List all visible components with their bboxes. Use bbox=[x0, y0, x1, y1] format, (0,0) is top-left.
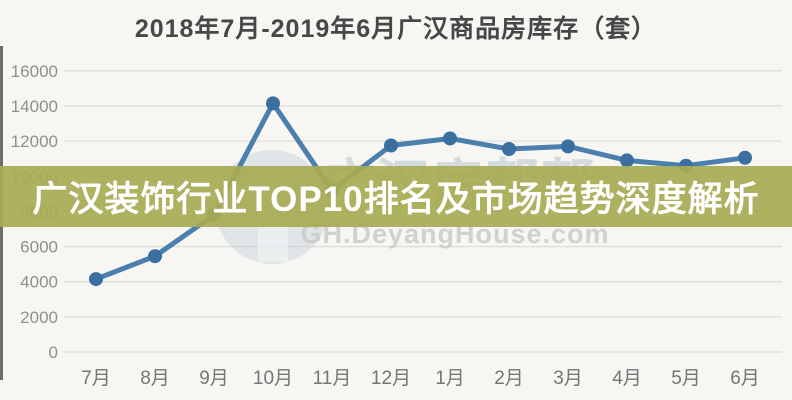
overlay-banner: 广汉装饰行业TOP10排名及市场趋势深度解析 bbox=[0, 166, 792, 227]
x-axis-month-label: 6月 bbox=[730, 368, 760, 389]
y-axis-tick-label: 12000 bbox=[11, 132, 58, 151]
data-point-marker bbox=[561, 139, 575, 154]
data-point-marker bbox=[620, 153, 634, 168]
x-axis-month-label: 5月 bbox=[671, 368, 701, 389]
data-point-marker bbox=[148, 249, 162, 264]
x-axis-month-label: 9月 bbox=[199, 368, 229, 389]
y-axis-tick-label: 0 bbox=[49, 343, 58, 362]
x-axis-month-label: 1月 bbox=[435, 368, 465, 389]
x-axis-month-label: 3月 bbox=[553, 368, 583, 389]
y-axis-tick-label: 2000 bbox=[20, 308, 58, 327]
y-axis-tick-label: 6000 bbox=[20, 238, 58, 257]
data-point-marker bbox=[443, 131, 457, 146]
chart-title: 2018年7月-2019年6月广汉商品房库存（套） bbox=[134, 15, 658, 43]
data-point-marker bbox=[89, 272, 103, 287]
x-axis-month-label: 7月 bbox=[81, 368, 111, 389]
data-point-marker bbox=[266, 96, 280, 111]
x-axis-month-label: 11月 bbox=[313, 368, 352, 389]
y-axis-tick-label: 4000 bbox=[20, 273, 58, 292]
data-point-marker bbox=[502, 142, 516, 157]
data-point-marker bbox=[384, 138, 398, 153]
x-axis-month-label: 2月 bbox=[494, 368, 524, 389]
y-axis-tick-label: 16000 bbox=[11, 62, 58, 81]
x-axis-month-label: 10月 bbox=[253, 368, 293, 389]
overlay-banner-text: 广汉装饰行业TOP10排名及市场趋势深度解析 bbox=[32, 180, 760, 219]
data-point-marker bbox=[738, 150, 752, 165]
x-axis-month-label: 12月 bbox=[371, 368, 411, 389]
x-axis-month-label: 4月 bbox=[612, 368, 642, 389]
y-axis-tick-label: 14000 bbox=[11, 97, 58, 116]
x-axis-month-label: 8月 bbox=[140, 368, 170, 389]
